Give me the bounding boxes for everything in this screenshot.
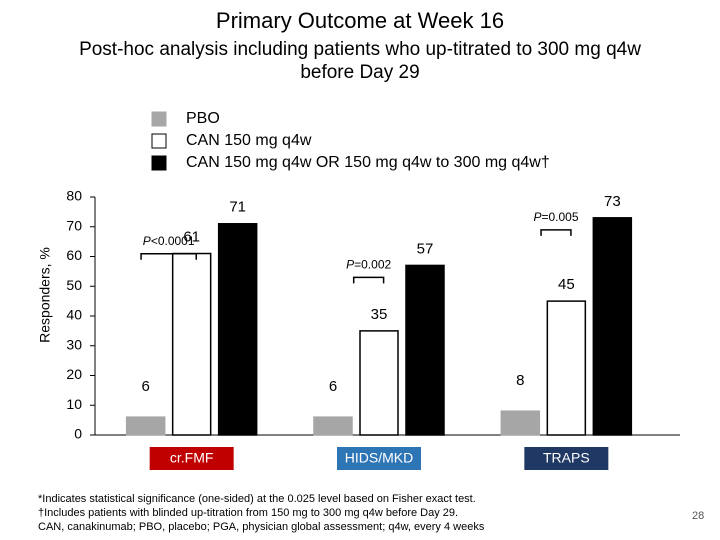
p-bracket (540, 229, 572, 236)
legend-swatch (151, 133, 167, 149)
value-label: 73 (604, 193, 621, 210)
y-tick-label: 30 (66, 336, 82, 352)
value-label: 6 (141, 378, 149, 395)
legend-label: CAN 150 mg q4w OR 150 mg q4w to 300 mg q… (186, 154, 550, 171)
p-value: P=0.005 (533, 210, 578, 224)
bar (313, 416, 353, 436)
y-axis-label: Responders, % (37, 247, 53, 343)
category-box (149, 447, 234, 470)
bar (125, 416, 166, 436)
p-text: =0.002 (354, 258, 391, 272)
p-symbol: P (533, 210, 541, 224)
bar (500, 410, 541, 436)
p-value: P<0.0001 (143, 234, 195, 248)
legend-swatch (151, 111, 167, 127)
y-tick-label: 80 (66, 188, 82, 204)
legend-label: PBO (186, 110, 220, 127)
footnote: †Includes patients with blinded up-titra… (38, 507, 459, 519)
value-label: 45 (558, 276, 575, 293)
footnote: CAN, canakinumab; PBO, placebo; PGA, phy… (38, 521, 485, 533)
y-tick-label: 20 (66, 366, 82, 382)
p-value: P=0.002 (346, 258, 391, 272)
y-tick-label: 70 (66, 217, 82, 233)
chart-subtitle: Post-hoc analysis including patients who… (79, 39, 641, 83)
y-tick-label: 60 (66, 247, 82, 263)
value-label: 61 (183, 228, 200, 245)
category-box (524, 447, 609, 470)
legend-label: CAN 150 mg q4w (186, 132, 312, 149)
bar (171, 252, 212, 436)
bar (217, 223, 258, 436)
value-label: 6 (329, 378, 337, 395)
bar (359, 330, 399, 436)
p-symbol: P (346, 258, 354, 272)
footnote: *Indicates statistical significance (one… (38, 493, 476, 505)
y-tick-label: 40 (66, 307, 82, 323)
x-tick-label: TRAPS (543, 450, 590, 466)
page-number: 28 (692, 510, 705, 522)
legend-swatch (151, 155, 167, 171)
y-tick-label: 10 (66, 396, 82, 412)
category-box (337, 447, 421, 470)
value-label: 35 (371, 306, 388, 323)
chart-title: Primary Outcome at Week 16 (215, 8, 505, 33)
value-label: 71 (229, 199, 246, 216)
value-label: 57 (417, 240, 434, 257)
p-symbol: P (143, 234, 151, 248)
footnotes: *Indicates statistical significance (one… (38, 492, 484, 534)
p-bracket (352, 276, 385, 284)
y-tick-label: 50 (66, 277, 82, 293)
x-tick-label: HIDS/MKD (345, 450, 413, 466)
bar (592, 217, 633, 436)
value-label: 8 (516, 372, 524, 389)
y-tick-label: 0 (74, 426, 82, 442)
bar (405, 264, 445, 436)
p-text: =0.005 (541, 210, 578, 224)
bar (546, 300, 587, 436)
x-tick-label: cr.FMF (170, 450, 214, 466)
p-bracket (140, 253, 198, 260)
p-text: <0.0001 (151, 234, 195, 248)
